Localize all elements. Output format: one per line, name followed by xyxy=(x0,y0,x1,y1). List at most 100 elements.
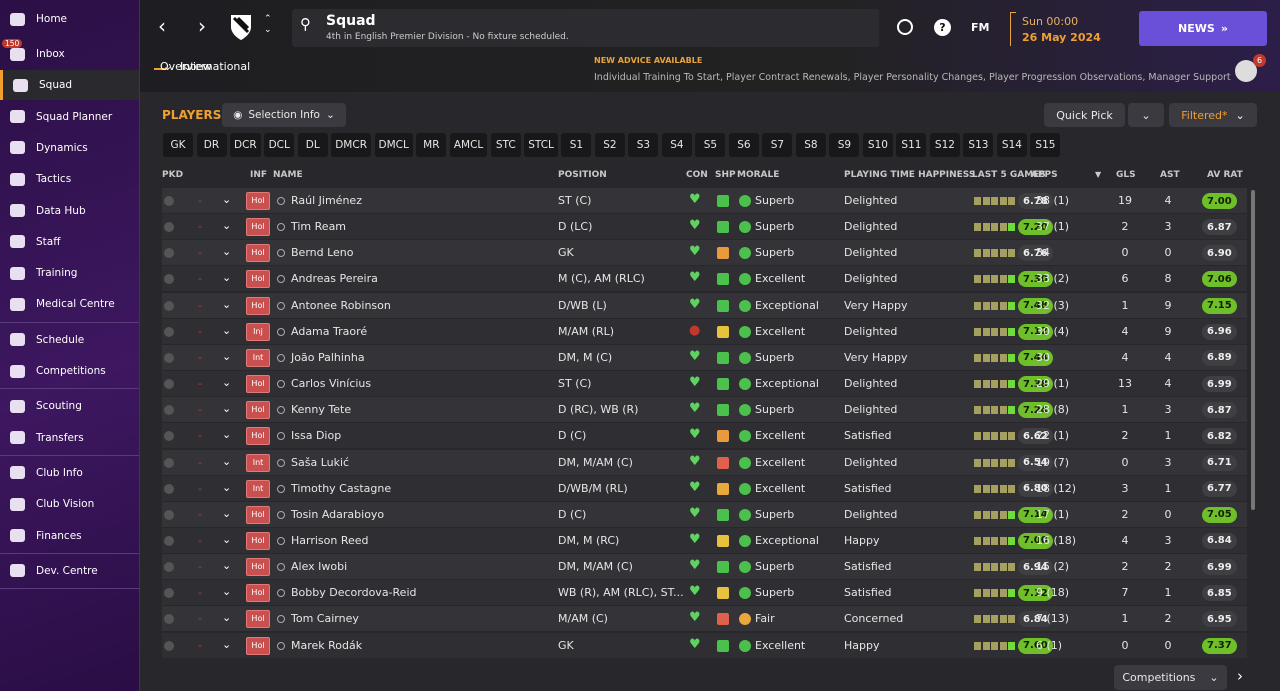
table-row[interactable] xyxy=(162,580,1247,606)
position-filter[interactable]: S13 xyxy=(963,133,994,157)
next-button[interactable]: › xyxy=(1237,667,1243,685)
position-filter[interactable]: S2 xyxy=(594,133,625,157)
column-header[interactable]: INF xyxy=(250,170,268,180)
row-menu[interactable]: ⌄ xyxy=(222,271,232,285)
player-name[interactable]: Tim Ream xyxy=(291,220,347,234)
row-menu[interactable]: ⌄ xyxy=(222,219,232,233)
table-row[interactable] xyxy=(162,318,1247,344)
row-menu[interactable]: ⌄ xyxy=(222,349,232,363)
position-filter[interactable]: STCL xyxy=(524,133,558,157)
table-row[interactable] xyxy=(162,527,1247,553)
column-header[interactable]: AST xyxy=(1160,170,1180,180)
table-row[interactable] xyxy=(162,606,1247,632)
row-menu[interactable]: ⌄ xyxy=(222,480,232,494)
column-header[interactable]: MORALE xyxy=(737,170,780,180)
selection-info[interactable]: ◉ Selection Info ⌄ xyxy=(222,103,346,127)
table-row[interactable] xyxy=(162,292,1247,318)
column-header[interactable]: SHP xyxy=(715,170,736,180)
row-menu[interactable]: ⌄ xyxy=(222,297,232,311)
player-name[interactable]: João Palhinha xyxy=(291,350,365,364)
position-filter[interactable]: DMCL xyxy=(374,133,413,157)
position-filter[interactable]: S6 xyxy=(728,133,759,157)
table-row[interactable] xyxy=(162,449,1247,475)
position-filter[interactable]: S1 xyxy=(561,133,592,157)
position-filter[interactable]: AMCL xyxy=(449,133,488,157)
player-name[interactable]: Marek Rodák xyxy=(291,638,363,652)
position-filter[interactable]: DMCR xyxy=(331,133,371,157)
position-filter[interactable]: S11 xyxy=(896,133,927,157)
table-row[interactable] xyxy=(162,214,1247,240)
table-row[interactable] xyxy=(162,266,1247,292)
position-filter[interactable]: S14 xyxy=(996,133,1027,157)
table-row[interactable] xyxy=(162,371,1247,397)
player-name[interactable]: Timothy Castagne xyxy=(291,481,392,495)
column-header[interactable]: AV RAT xyxy=(1207,170,1243,180)
position-filter[interactable]: STC xyxy=(490,133,521,157)
position-filter[interactable]: S10 xyxy=(862,133,893,157)
player-name[interactable]: Bobby Decordova-Reid xyxy=(291,586,417,600)
table-row[interactable] xyxy=(162,397,1247,423)
tab[interactable]: Overview ⌄ xyxy=(154,60,212,73)
nav-item[interactable]: Home xyxy=(0,4,139,34)
competitions-button[interactable]: Competitions ⌄ xyxy=(1114,665,1227,690)
quick-pick[interactable]: Quick Pick xyxy=(1044,103,1125,127)
row-menu[interactable]: ⌄ xyxy=(222,532,232,546)
column-header[interactable]: LAST 5 GAMES xyxy=(972,170,1046,180)
table-row[interactable] xyxy=(162,344,1247,370)
row-menu[interactable]: ⌄ xyxy=(222,323,232,337)
nav-item[interactable]: Tactics xyxy=(0,164,139,194)
player-name[interactable]: Andreas Pereira xyxy=(291,272,378,286)
nav-item[interactable]: Squad Planner xyxy=(0,102,139,132)
fm-logo[interactable]: FM xyxy=(971,21,990,34)
nav-item[interactable]: Finances xyxy=(0,521,139,551)
player-name[interactable]: Tom Cairney xyxy=(291,612,359,626)
nav-item[interactable]: Dynamics xyxy=(0,133,139,163)
up-down-arrows[interactable]: ⌃ ⌄ xyxy=(264,14,272,35)
row-menu[interactable]: ⌄ xyxy=(222,402,232,416)
globe-icon[interactable] xyxy=(897,19,913,35)
player-name[interactable]: Bernd Leno xyxy=(291,246,354,260)
column-header[interactable]: PLAYING TIME HAPPINESS xyxy=(844,170,976,180)
position-filter[interactable]: S4 xyxy=(661,133,692,157)
manager-avatar[interactable] xyxy=(1235,60,1257,82)
player-name[interactable]: Carlos Vinícius xyxy=(291,377,372,391)
player-name[interactable]: Alex Iwobi xyxy=(291,560,348,574)
player-name[interactable]: Antonee Robinson xyxy=(291,298,391,312)
search-box[interactable]: ⚲ Squad 4th in English Premier Division … xyxy=(292,9,879,47)
position-filter[interactable]: S15 xyxy=(1030,133,1061,157)
nav-item[interactable]: Scouting xyxy=(0,391,139,421)
filter-button[interactable]: Filtered* ⌄ xyxy=(1169,103,1257,127)
player-name[interactable]: Tosin Adarabioyo xyxy=(291,507,385,521)
row-menu[interactable]: ⌄ xyxy=(222,428,232,442)
player-name[interactable]: Raúl Jiménez xyxy=(291,194,362,207)
position-filter[interactable]: S3 xyxy=(628,133,659,157)
back-button[interactable]: ‹ xyxy=(158,14,166,38)
player-name[interactable]: Saša Lukić xyxy=(291,455,350,469)
player-name[interactable]: Issa Diop xyxy=(291,429,342,443)
row-menu[interactable]: ⌄ xyxy=(222,585,232,599)
table-row[interactable] xyxy=(162,475,1247,501)
table-row[interactable] xyxy=(162,240,1247,266)
nav-item[interactable]: Inbox 150 xyxy=(0,39,139,69)
nav-item[interactable]: Staff xyxy=(0,227,139,257)
row-menu[interactable]: ⌄ xyxy=(222,559,232,573)
position-filter[interactable]: DCL xyxy=(264,133,295,157)
nav-item[interactable]: Training xyxy=(0,258,139,288)
position-filter[interactable]: GK xyxy=(163,133,193,157)
row-menu[interactable]: ⌄ xyxy=(222,454,232,468)
news-button[interactable]: NEWS» xyxy=(1139,11,1267,46)
column-header[interactable]: CON xyxy=(686,170,708,180)
row-menu[interactable]: ⌄ xyxy=(222,611,232,625)
position-filter[interactable]: S7 xyxy=(762,133,793,157)
position-filter[interactable]: S9 xyxy=(829,133,860,157)
position-filter[interactable]: DL xyxy=(297,133,328,157)
position-filter[interactable]: MR xyxy=(416,133,447,157)
nav-item[interactable]: Dev. Centre xyxy=(0,556,139,586)
column-header[interactable]: GLS xyxy=(1116,170,1136,180)
help-icon[interactable]: ? xyxy=(934,19,951,36)
position-filter[interactable]: S5 xyxy=(695,133,726,157)
table-row[interactable] xyxy=(162,554,1247,580)
column-header[interactable]: PKD xyxy=(162,170,184,180)
player-name[interactable]: Harrison Reed xyxy=(291,533,369,547)
position-filter[interactable]: DCR xyxy=(230,133,261,157)
